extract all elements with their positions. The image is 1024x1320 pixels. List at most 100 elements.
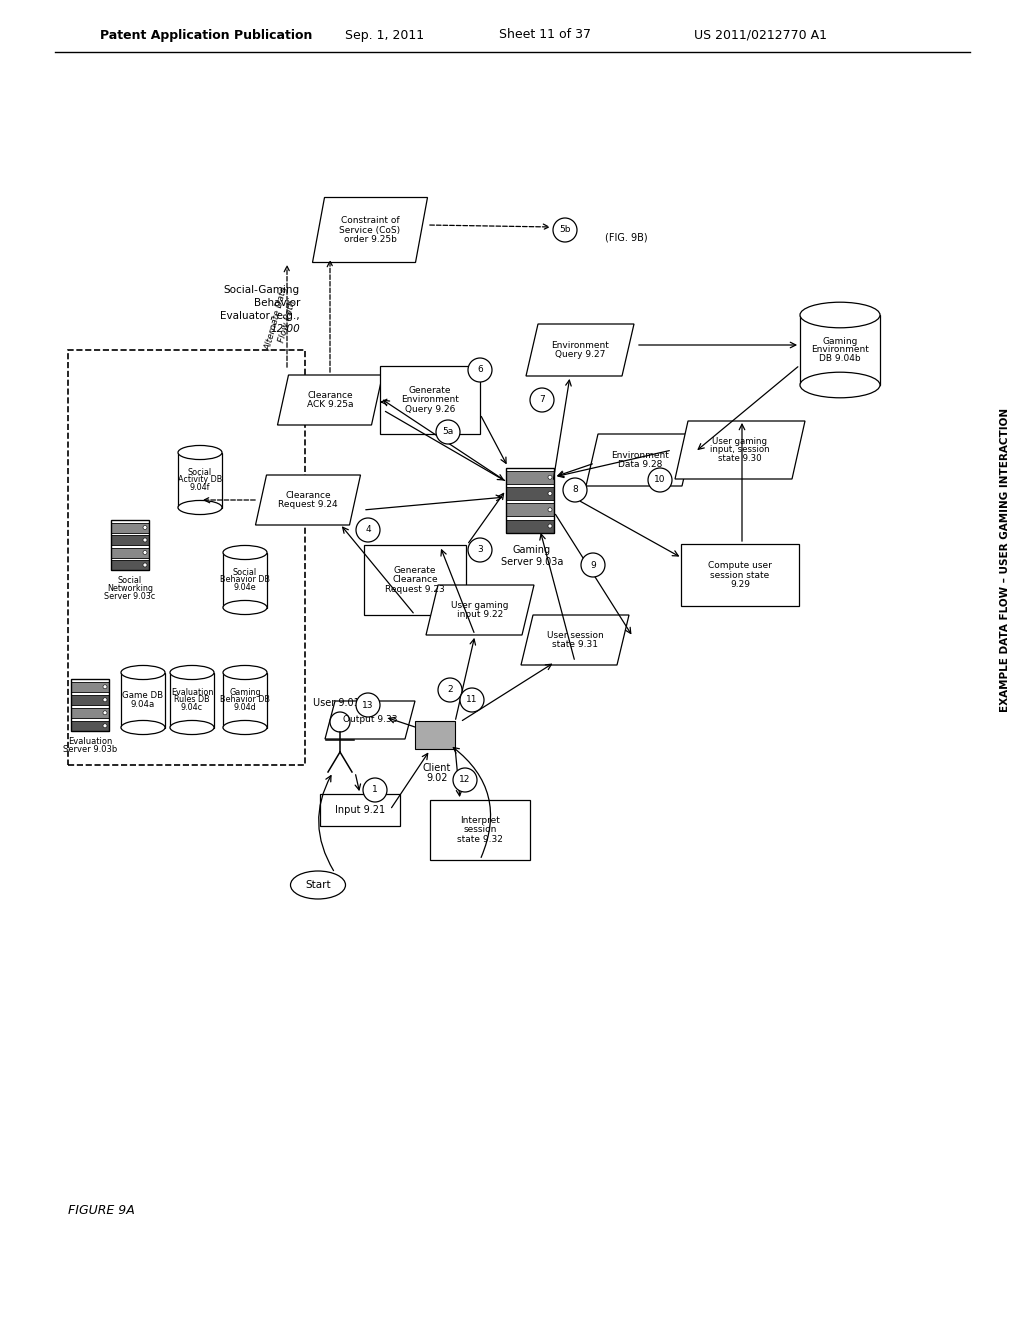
Text: Compute user: Compute user (708, 561, 772, 570)
Bar (111, 523, 150, 532)
Text: Query 9.27: Query 9.27 (555, 350, 605, 359)
Text: Behavior DB: Behavior DB (220, 576, 270, 585)
Text: Evaluation: Evaluation (171, 688, 213, 697)
Bar (415, 721, 455, 748)
Circle shape (548, 491, 552, 495)
Text: Behavior: Behavior (254, 298, 300, 308)
Text: 9: 9 (590, 561, 596, 569)
Ellipse shape (121, 665, 165, 680)
Text: US 2011/0212770 A1: US 2011/0212770 A1 (693, 29, 826, 41)
Text: ACK 9.25a: ACK 9.25a (307, 400, 353, 409)
Circle shape (103, 710, 106, 715)
Text: 13: 13 (362, 701, 374, 710)
Bar (417, 733, 451, 747)
Circle shape (648, 469, 672, 492)
Bar (681, 544, 799, 606)
Bar (71, 708, 109, 718)
Text: 2: 2 (447, 685, 453, 694)
Circle shape (581, 553, 605, 577)
Circle shape (103, 685, 106, 689)
Text: 12.00: 12.00 (270, 323, 300, 334)
Ellipse shape (800, 302, 880, 327)
Bar (68, 350, 305, 766)
Ellipse shape (800, 372, 880, 397)
Bar (71, 721, 109, 731)
Bar (506, 471, 554, 483)
Bar (430, 800, 530, 861)
Text: Client: Client (423, 763, 452, 774)
Text: Query 9.26: Query 9.26 (404, 405, 456, 413)
Ellipse shape (178, 500, 222, 515)
Bar (71, 681, 109, 692)
Text: Alternate Data
Flow Path: Alternate Data Flow Path (264, 285, 300, 354)
Text: User 9.01: User 9.01 (312, 698, 359, 708)
Polygon shape (278, 375, 383, 425)
Ellipse shape (170, 721, 214, 734)
Text: 9.02: 9.02 (426, 774, 447, 783)
Circle shape (563, 478, 587, 502)
Text: Social-Gaming: Social-Gaming (224, 285, 300, 294)
Bar (223, 672, 267, 727)
Text: Generate: Generate (394, 566, 436, 576)
Text: Constraint of: Constraint of (341, 216, 399, 226)
Ellipse shape (223, 665, 267, 680)
Text: 7: 7 (539, 396, 545, 404)
Text: Environment: Environment (401, 396, 459, 404)
Text: User session: User session (547, 631, 603, 640)
Text: Gaming: Gaming (822, 337, 858, 346)
Text: 9.29: 9.29 (730, 579, 750, 589)
Text: 3: 3 (477, 545, 483, 554)
Text: order 9.25b: order 9.25b (344, 235, 396, 244)
Text: Social: Social (188, 467, 212, 477)
Text: Networking: Networking (106, 583, 153, 593)
Circle shape (143, 550, 147, 554)
Text: DB 9.04b: DB 9.04b (819, 354, 861, 363)
Bar (421, 725, 447, 735)
Text: EXAMPLE DATA FLOW – USER GAMING INTERACTION: EXAMPLE DATA FLOW – USER GAMING INTERACT… (1000, 408, 1010, 711)
Text: 6: 6 (477, 366, 483, 375)
Text: 9.04a: 9.04a (131, 700, 155, 709)
Text: state 9.32: state 9.32 (457, 834, 503, 843)
Text: Clearance: Clearance (286, 491, 331, 500)
Text: 8: 8 (572, 486, 578, 495)
Text: Generate: Generate (409, 387, 452, 396)
Polygon shape (675, 421, 805, 479)
Text: Clearance: Clearance (392, 576, 438, 585)
Text: state 9.30: state 9.30 (718, 454, 762, 463)
Bar (506, 467, 554, 532)
Bar (111, 520, 150, 570)
Bar (223, 553, 267, 607)
Text: Server 9.03a: Server 9.03a (501, 557, 563, 568)
Text: Rules DB: Rules DB (174, 696, 210, 705)
Text: FIGURE 9A: FIGURE 9A (68, 1204, 135, 1217)
Text: Clearance: Clearance (307, 391, 353, 400)
Circle shape (530, 388, 554, 412)
Polygon shape (325, 701, 415, 739)
Circle shape (330, 711, 350, 733)
Polygon shape (526, 323, 634, 376)
Bar (319, 795, 400, 826)
Text: Data 9.28: Data 9.28 (617, 461, 663, 469)
Text: input, session: input, session (711, 446, 770, 454)
Circle shape (438, 678, 462, 702)
Ellipse shape (291, 871, 345, 899)
Text: 10: 10 (654, 475, 666, 484)
Circle shape (436, 420, 460, 444)
Bar (364, 545, 466, 615)
Circle shape (468, 358, 492, 381)
Ellipse shape (223, 601, 267, 615)
Polygon shape (521, 615, 629, 665)
Circle shape (356, 517, 380, 543)
Bar (178, 453, 222, 507)
Text: 9.04f: 9.04f (189, 483, 210, 492)
Bar (111, 535, 150, 545)
Circle shape (103, 698, 106, 702)
Text: Game DB: Game DB (123, 692, 164, 701)
Text: 5a: 5a (442, 428, 454, 437)
Text: 9.04c: 9.04c (181, 704, 203, 713)
Text: (FIG. 9B): (FIG. 9B) (605, 232, 647, 242)
Bar (506, 520, 554, 532)
Text: Activity DB: Activity DB (178, 475, 222, 484)
Text: User gaming: User gaming (713, 437, 768, 446)
Text: Interpret: Interpret (460, 816, 500, 825)
